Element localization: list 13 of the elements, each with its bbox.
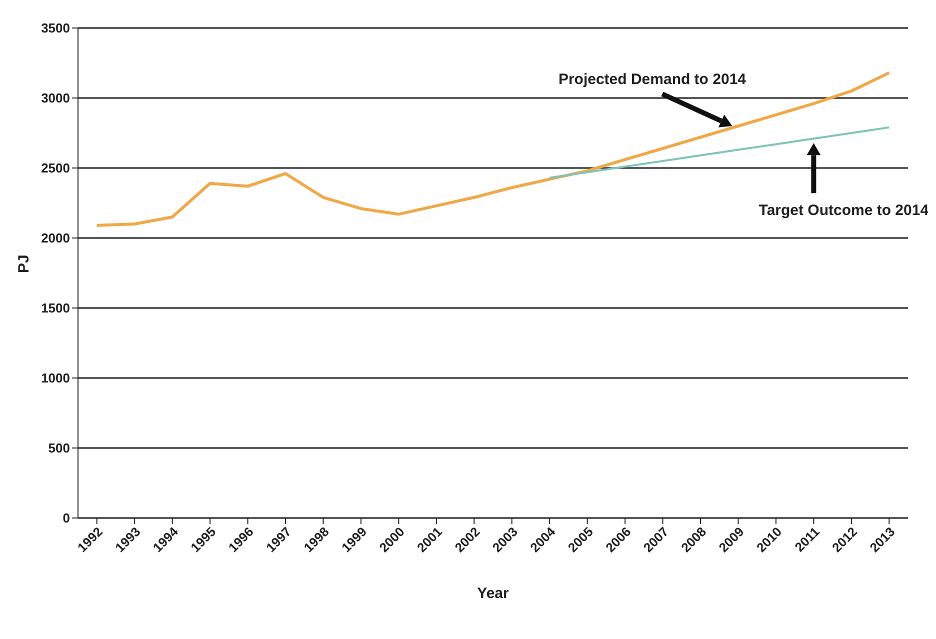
annotation: Projected Demand to 2014 <box>558 71 747 88</box>
y-axis-title: PJ <box>15 254 32 273</box>
x-axis-title: Year <box>477 585 510 602</box>
y-tick-label: 1000 <box>41 370 70 386</box>
line-series <box>548 126 890 179</box>
y-tick-label: 1500 <box>41 300 70 316</box>
line-series <box>95 71 891 227</box>
y-tick-label: 3000 <box>41 90 70 106</box>
y-tick-label: 3500 <box>41 20 70 36</box>
y-tick-label: 0 <box>62 510 70 526</box>
y-tick-label: 500 <box>48 440 70 456</box>
y-tick-label: 2000 <box>41 230 70 246</box>
y-tick-label: 2500 <box>41 160 70 176</box>
